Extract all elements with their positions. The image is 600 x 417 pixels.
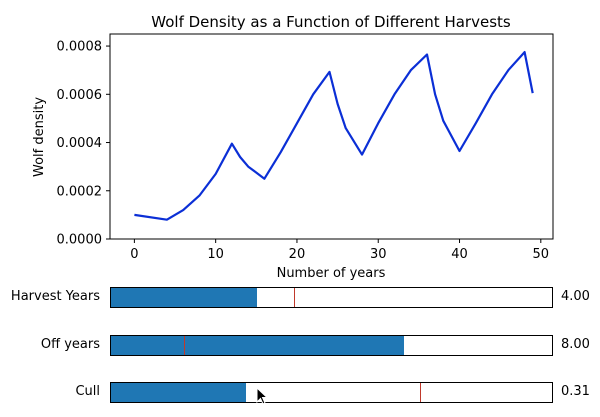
x-axis-label: Number of years [277, 266, 386, 280]
slider-off-years-fill [111, 336, 405, 355]
x-tick-label: 10 [207, 247, 224, 262]
chart-title: Wolf Density as a Function of Different … [151, 13, 511, 31]
slider-cull-label: Cull [75, 384, 100, 399]
y-axis-ticks: 0.0000 0.0002 0.0004 0.0006 0.0008 [57, 40, 110, 248]
slider-harvest-years-initial-marker [294, 288, 295, 307]
y-tick-label: 0.0006 [57, 88, 103, 103]
slider-harvest-years-label: Harvest Years [10, 289, 100, 304]
slider-off-years-initial-marker [183, 336, 185, 355]
slider-cull-initial-marker [419, 383, 421, 402]
series-layer [134, 51, 534, 221]
slider-cull-track[interactable] [110, 382, 553, 403]
slider-harvest-years-fill [111, 288, 257, 307]
y-axis-label: Wolf density [32, 97, 47, 177]
slider-harvest-years-track[interactable] [110, 287, 553, 308]
x-tick-label: 30 [370, 247, 387, 262]
x-tick-label: 40 [451, 247, 468, 262]
y-tick-label: 0.0000 [57, 233, 103, 248]
slider-cull-fill [111, 383, 246, 402]
x-tick-label: 20 [289, 247, 306, 262]
slider-cull-value: 0.31 [561, 384, 590, 399]
plot-frame [109, 33, 554, 240]
x-axis-ticks: 0 10 20 30 40 50 [130, 239, 549, 262]
y-tick-label: 0.0002 [57, 184, 103, 199]
y-tick-label: 0.0008 [57, 40, 103, 55]
slider-harvest-years-value: 4.00 [561, 289, 590, 304]
x-tick-label: 50 [533, 247, 550, 262]
x-tick-label: 0 [130, 247, 138, 262]
slider-off-years-value: 8.00 [561, 337, 590, 352]
wolf-density-chart: Wolf Density as a Function of Different … [32, 13, 554, 280]
wolf-density-line [134, 51, 534, 221]
y-tick-label: 0.0004 [57, 136, 103, 151]
slider-off-years-label: Off years [40, 337, 100, 352]
slider-off-years-track[interactable] [110, 335, 553, 356]
mouse-pointer-icon [256, 387, 269, 405]
